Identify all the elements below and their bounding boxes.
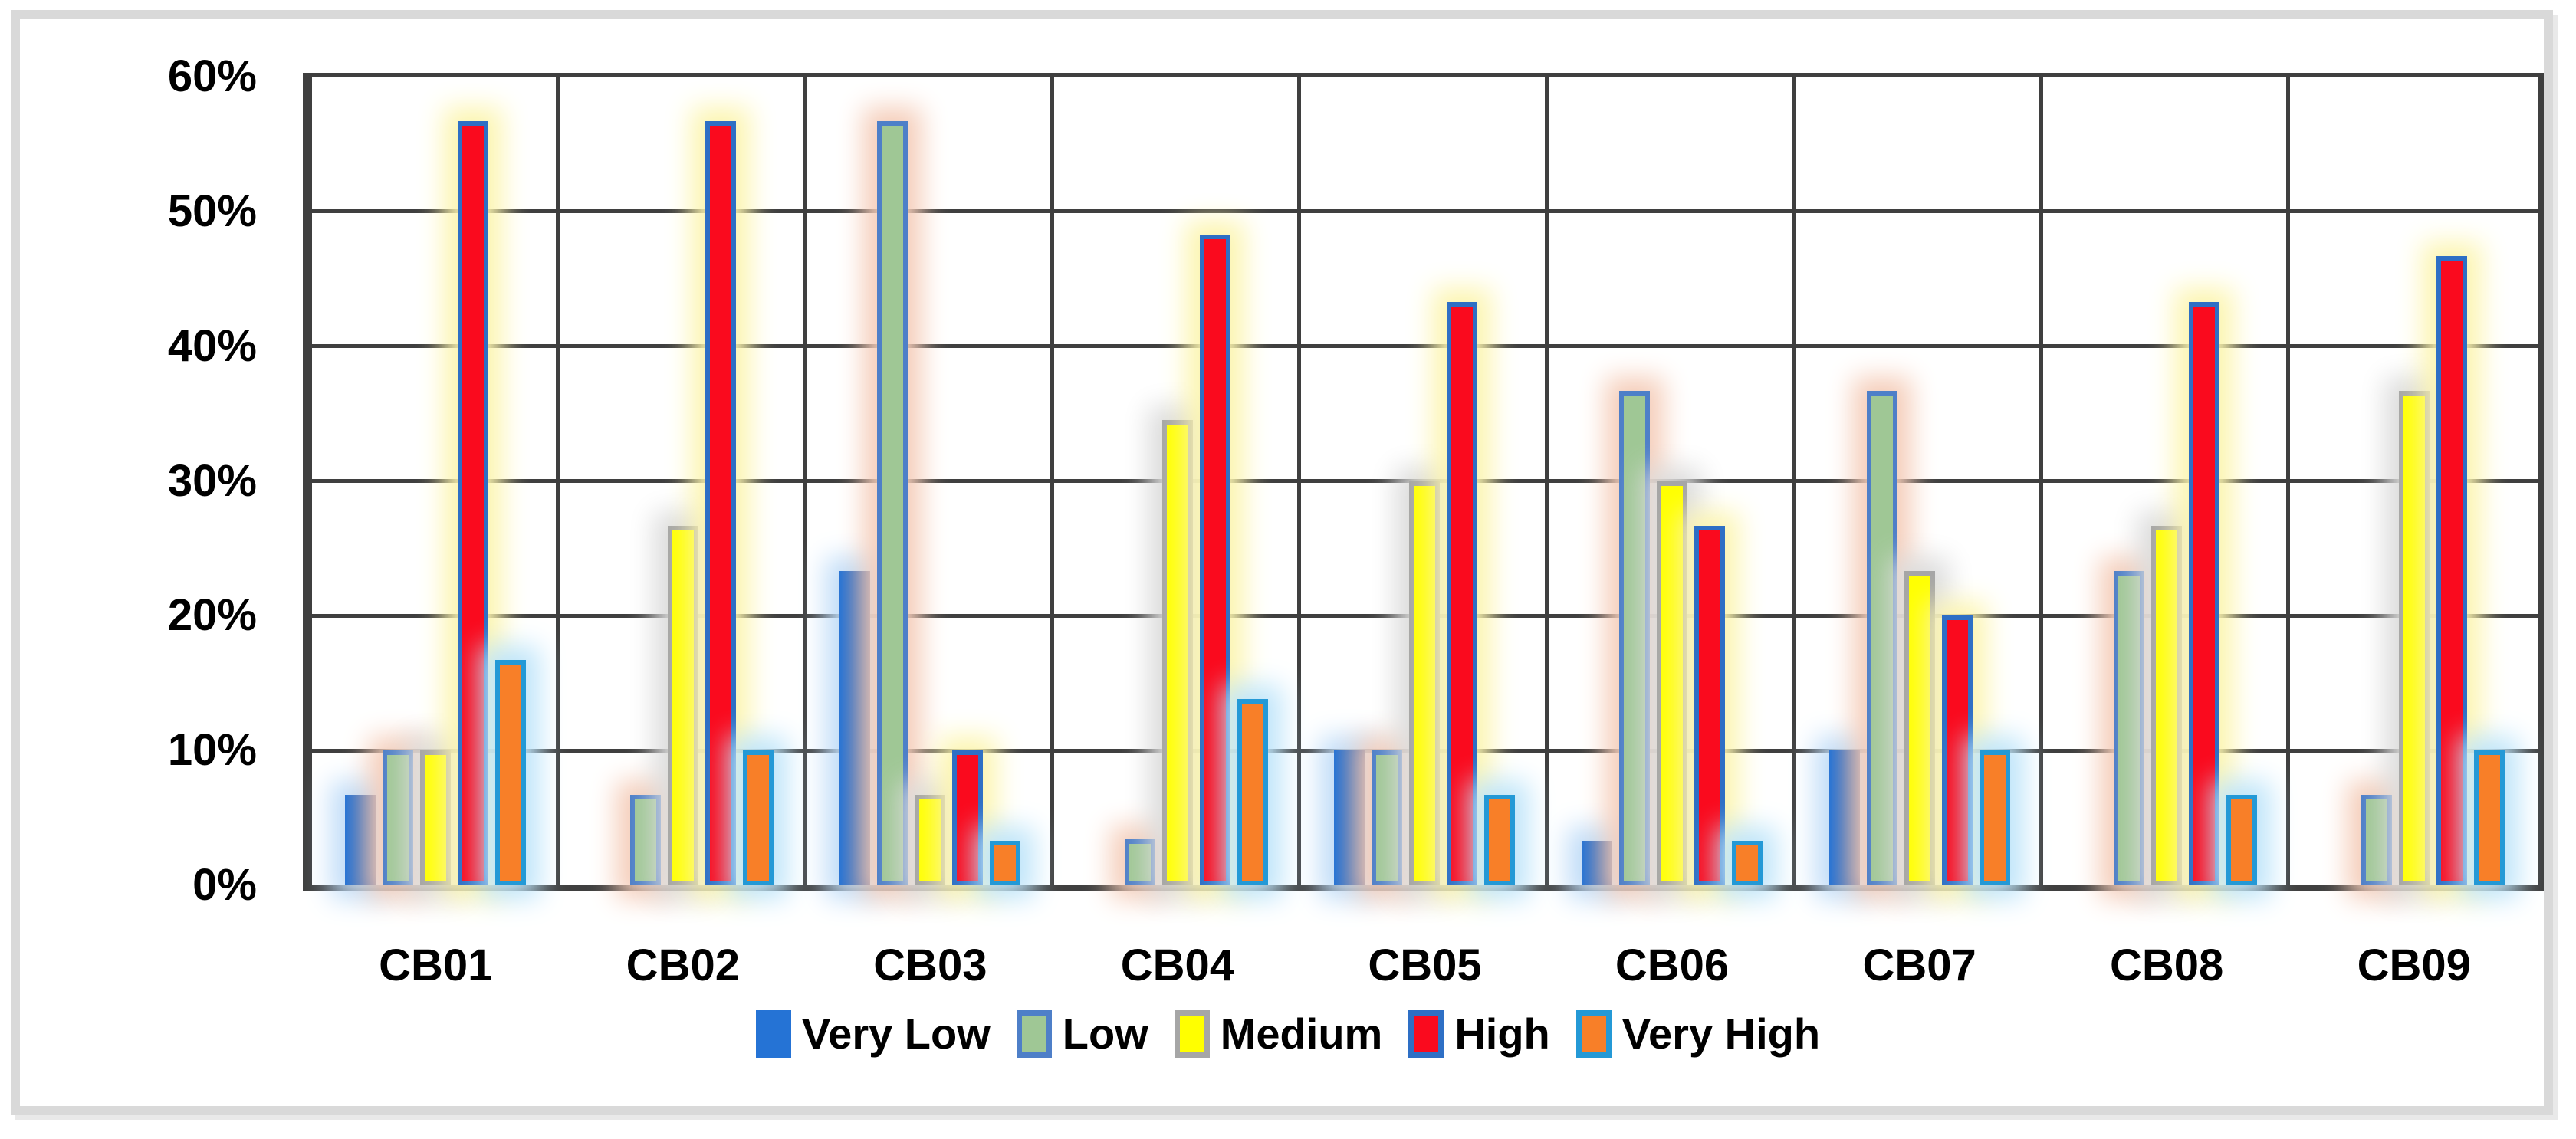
bar-low-cb09 (2361, 795, 2392, 885)
legend-item-low: Low (1016, 1009, 1148, 1058)
bar-low-cb08 (2114, 571, 2145, 885)
category-column-cb05 (1301, 77, 1549, 885)
x-tick-label-cb08: CB08 (2110, 940, 2224, 990)
x-tick-label-cb01: CB01 (379, 940, 493, 990)
bar-very-low-cb05 (1334, 750, 1365, 885)
gridline-horizontal (312, 344, 2538, 349)
y-tick-label-50pct: 50% (167, 185, 257, 236)
bar-medium-cb01 (420, 750, 452, 885)
x-tick-label-cb02: CB02 (626, 940, 740, 990)
bar-low-cb05 (1372, 750, 1403, 885)
bar-very-high-cb04 (1237, 699, 1268, 885)
legend-item-medium: Medium (1174, 1009, 1383, 1058)
bar-low-cb03 (877, 121, 909, 885)
x-tick-label-cb09: CB09 (2357, 940, 2471, 990)
legend-marker-medium (1174, 1010, 1210, 1058)
bar-high-cb03 (952, 750, 984, 885)
y-tick-label-40pct: 40% (167, 320, 257, 371)
legend: Very Low Low Medium High Very High (0, 1010, 2576, 1058)
legend-label-very-low: Very Low (801, 1009, 991, 1058)
category-column-cb04 (1054, 77, 1302, 885)
bar-very-high-cb06 (1732, 840, 1763, 885)
bar-high-cb08 (2189, 301, 2220, 885)
bar-low-cb01 (383, 750, 414, 885)
x-tick-label-cb04: CB04 (1120, 940, 1235, 990)
plot-area (303, 73, 2544, 891)
legend-item-very-low: Very Low (755, 1009, 991, 1058)
bar-high-cb04 (1199, 234, 1230, 885)
legend-marker-very-low (755, 1010, 791, 1058)
category-column-cb03 (807, 77, 1054, 885)
y-tick-label-10pct: 10% (167, 725, 257, 776)
bar-very-high-cb02 (742, 750, 774, 885)
y-tick-label-60pct: 60% (167, 51, 257, 101)
bar-medium-cb09 (2398, 390, 2430, 885)
bar-very-low-cb01 (345, 795, 376, 885)
bar-high-cb06 (1694, 525, 1726, 885)
category-column-cb07 (1796, 77, 2043, 885)
legend-marker-high (1408, 1010, 1444, 1058)
bar-medium-cb04 (1162, 420, 1193, 885)
category-column-cb06 (1549, 77, 1796, 885)
bar-very-low-cb06 (1582, 840, 1613, 885)
legend-marker-very-high (1576, 1010, 1612, 1058)
gridline-horizontal (312, 209, 2538, 214)
bar-high-cb07 (1941, 615, 1973, 885)
bar-very-high-cb05 (1484, 795, 1516, 885)
bar-very-high-cb09 (2473, 750, 2505, 885)
y-tick-label-0pct: 0% (192, 860, 257, 910)
x-tick-label-cb06: CB06 (1615, 940, 1730, 990)
bar-medium-cb05 (1409, 481, 1441, 885)
legend-item-very-high: Very High (1576, 1010, 1820, 1058)
category-column-cb01 (312, 77, 560, 885)
legend-label-high: High (1454, 1009, 1550, 1058)
bar-very-low-cb03 (840, 571, 871, 885)
bar-low-cb06 (1619, 390, 1651, 885)
legend-label-low: Low (1062, 1009, 1148, 1058)
legend-item-high: High (1408, 1009, 1550, 1058)
bar-medium-cb06 (1657, 481, 1688, 885)
x-tick-label-cb05: CB05 (1368, 940, 1482, 990)
bar-high-cb09 (2436, 255, 2467, 885)
bar-high-cb02 (705, 121, 736, 885)
legend-label-medium: Medium (1220, 1009, 1383, 1058)
x-tick-label-cb03: CB03 (873, 940, 987, 990)
bar-high-cb01 (458, 121, 489, 885)
y-tick-label-20pct: 20% (167, 590, 257, 641)
bar-high-cb05 (1447, 301, 1478, 885)
bar-very-high-cb03 (990, 840, 1021, 885)
category-column-cb08 (2043, 77, 2291, 885)
x-tick-label-cb07: CB07 (1862, 940, 1976, 990)
category-column-cb02 (560, 77, 807, 885)
bar-medium-cb08 (2151, 525, 2183, 885)
legend-label-very-high: Very High (1622, 1009, 1821, 1058)
bar-medium-cb02 (667, 525, 698, 885)
bar-low-cb07 (1866, 390, 1898, 885)
bar-low-cb02 (629, 795, 661, 885)
bar-low-cb04 (1124, 839, 1155, 885)
category-column-cb09 (2290, 77, 2538, 885)
bar-medium-cb03 (915, 795, 946, 885)
legend-marker-low (1016, 1010, 1052, 1058)
bar-medium-cb07 (1904, 571, 1935, 885)
bar-very-high-cb01 (495, 660, 527, 885)
bar-very-high-cb07 (1979, 750, 2010, 885)
y-tick-label-30pct: 30% (167, 455, 257, 506)
bar-very-low-cb07 (1829, 750, 1860, 885)
bar-very-high-cb08 (2226, 795, 2258, 885)
